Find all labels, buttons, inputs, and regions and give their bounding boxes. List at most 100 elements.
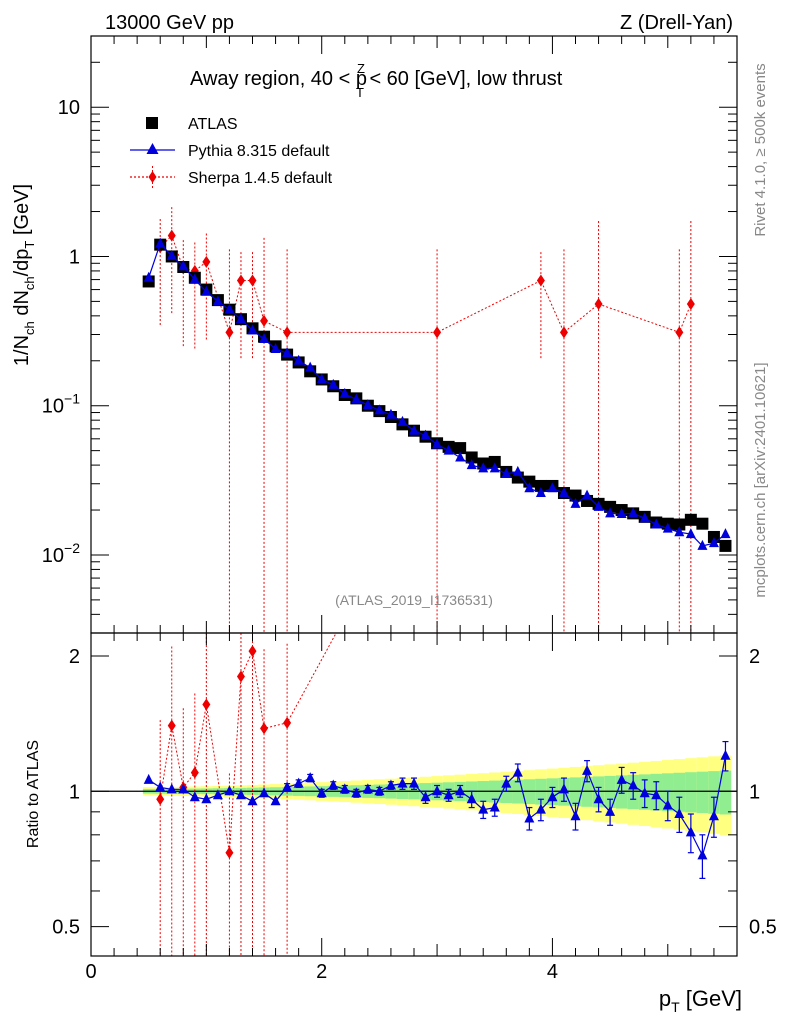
sherpa-point: [260, 314, 269, 327]
x-tick-label: 4: [547, 961, 558, 983]
pythia-ratio-point: [628, 779, 639, 790]
pythia-point: [570, 497, 581, 508]
pythia-ratio-point: [524, 812, 535, 823]
pythia-point: [708, 537, 719, 548]
main-y-tick-label: 10: [58, 97, 80, 119]
pythia-ratio-point: [466, 793, 477, 804]
pythia-ratio-point: [143, 773, 154, 784]
main-axes: 10 1 10−1 10−2: [42, 35, 738, 634]
header-left: 13000 GeV pp: [105, 12, 234, 34]
pythia-ratio-point: [651, 789, 662, 800]
pythia-ratio-point: [662, 799, 673, 810]
sherpa-point: [536, 274, 545, 287]
plot-title: Away region, 40 < pZ T < 60 [GeV], low th…: [190, 61, 563, 100]
legend-pythia-marker: [146, 143, 159, 154]
sherpa-point: [167, 229, 176, 242]
pythia-point: [270, 342, 281, 353]
pythia-point: [616, 508, 627, 519]
pythia-point: [397, 415, 408, 426]
pythia-ratio-point: [259, 787, 270, 798]
pythia-ratio-point: [639, 787, 650, 798]
atlas-point: [719, 539, 732, 552]
main-plot-content: [142, 207, 732, 633]
pythia-point: [628, 507, 639, 518]
sherpa-ratio-line: [159, 633, 337, 853]
pythia-point: [697, 539, 708, 550]
main-panel: 10 1 10−1 10−2 Away region, 40 < pZ T < 60 […: [11, 35, 738, 634]
main-y-tick-label: 10−1: [42, 391, 80, 418]
pythia-point: [547, 482, 558, 493]
sherpa-ratio-point: [202, 698, 211, 711]
pythia-ratio-point: [443, 789, 454, 800]
pythia-point: [466, 459, 477, 470]
pythia-point: [143, 271, 154, 282]
sherpa-point: [283, 326, 292, 339]
pythia-ratio-point: [512, 766, 523, 777]
pythia-point: [235, 313, 246, 324]
pythia-point: [455, 451, 466, 462]
pythia-point: [282, 347, 293, 358]
sherpa-ratio-point: [248, 645, 257, 658]
pythia-point: [605, 507, 616, 518]
ratio-y-tick-label-right: 0.5: [749, 917, 777, 939]
pythia-point: [155, 237, 166, 248]
pythia-ratio-point: [697, 849, 708, 860]
pythia-point: [316, 373, 327, 384]
pythia-point: [651, 518, 662, 529]
ratio-y-tick-label: 0.5: [52, 917, 80, 939]
pythia-point: [639, 512, 650, 523]
pythia-ratio-point: [374, 785, 385, 796]
pythia-point: [259, 332, 270, 343]
pythia-point: [374, 404, 385, 415]
atlas-point: [696, 517, 709, 530]
pythia-ratio-point: [478, 803, 489, 814]
sherpa-point: [225, 326, 234, 339]
sherpa-point: [433, 326, 442, 339]
pythia-point: [512, 465, 523, 476]
ratio-y-tick-label: 2: [69, 646, 80, 668]
pythia-point: [247, 324, 258, 335]
atlas-point: [604, 500, 617, 513]
pythia-point: [489, 462, 500, 473]
pythia-ratio-point: [720, 749, 731, 760]
pythia-point: [328, 378, 339, 389]
pythia-point: [362, 399, 373, 410]
pythia-ratio-point: [605, 805, 616, 816]
pythia-point: [420, 429, 431, 440]
pythia-point: [478, 462, 489, 473]
sherpa-point: [594, 298, 603, 311]
pythia-ratio-point: [282, 781, 293, 792]
pythia-ratio-point: [674, 808, 685, 819]
main-y-axis-label: 1/Nch dNch/dpT [GeV]: [11, 184, 37, 366]
pythia-ratio-point: [155, 781, 166, 792]
pythia-point: [212, 295, 223, 306]
legend-pythia-label: Pythia 8.315 default: [188, 143, 330, 160]
sherpa-point: [202, 255, 211, 268]
pythia-point: [305, 361, 316, 372]
pythia-ratio-point: [489, 801, 500, 812]
pythia-point: [351, 393, 362, 404]
pythia-point: [385, 408, 396, 419]
pythia-ratio-point: [708, 810, 719, 821]
pythia-point: [409, 424, 419, 435]
pythia-ratio-point: [685, 826, 696, 837]
ratio-band-inner: [685, 772, 697, 813]
pythia-ratio-point: [397, 777, 408, 788]
pythia-ratio-point: [501, 777, 512, 788]
pythia-ratio-point: [224, 785, 235, 796]
pythia-ratio-point: [201, 793, 212, 804]
sherpa-point: [236, 274, 245, 287]
pythia-ratio-point: [316, 787, 327, 798]
header-right: Z (Drell-Yan): [620, 12, 733, 34]
pythia-point: [443, 444, 454, 455]
pythia-point: [293, 354, 304, 365]
ratio-y-tick-label-right: 2: [749, 646, 760, 668]
ratio-band-inner: [708, 771, 720, 814]
pythia-ratio-point: [178, 783, 189, 794]
x-tick-label: 2: [316, 961, 327, 983]
atlas-point: [488, 455, 501, 468]
pythia-point: [674, 526, 685, 537]
pythia-point: [535, 487, 546, 498]
legend-sherpa-marker: [148, 171, 157, 183]
